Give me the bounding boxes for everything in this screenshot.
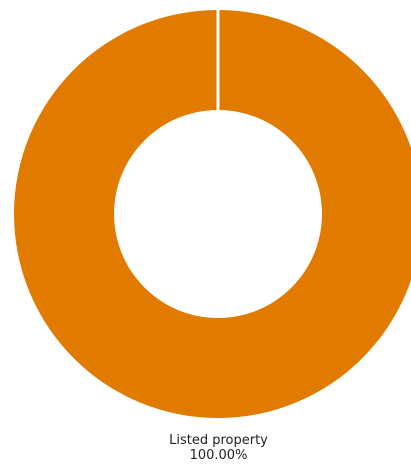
slice-label-name: Listed property <box>169 433 268 448</box>
slice-label-percent: 100.00% <box>189 448 248 463</box>
donut-slice-0 <box>14 10 411 418</box>
